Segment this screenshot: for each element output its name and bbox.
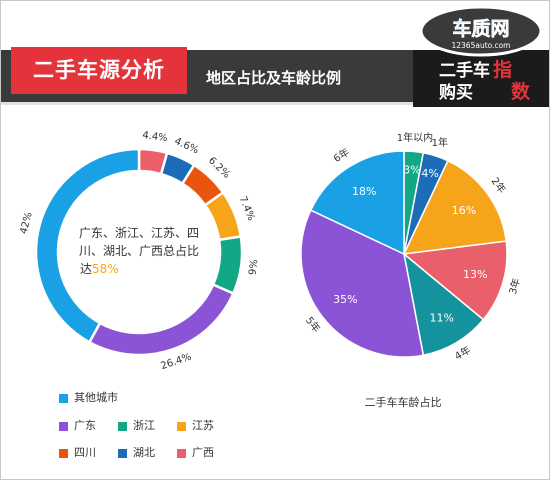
pie-category-label-1: 1年: [432, 136, 448, 149]
pie-category-label-4: 4年: [452, 343, 473, 363]
pie-chart-title: 二手车车龄占比: [364, 396, 442, 409]
pie-value-label-0: 3%: [403, 163, 420, 176]
pie-slice-6: [309, 150, 405, 256]
donut-label-0: 4.4%: [142, 130, 169, 144]
legend-swatch-0: [59, 394, 68, 403]
pie-category-label-3: 3年: [506, 276, 523, 295]
pie-slice-2: [402, 159, 508, 255]
donut-center-text: 广东、浙江、江苏、四 川、湖北、广西总占比 达58%: [79, 226, 199, 276]
legend-label-1: 广东: [74, 419, 96, 432]
donut-label-3: 7.4%: [237, 195, 257, 223]
legend-swatch-4: [59, 449, 68, 458]
legend-swatch-2: [118, 422, 127, 431]
brand-badge: [419, 5, 543, 57]
pie-category-label-2: 2年: [489, 175, 509, 196]
car-age-pie-chart: 3% 1年以内 4% 1年 16% 2年 13% 3年 11% 4年 35% 5年 18% 6年: [300, 131, 523, 363]
page-title: 二手车源分析: [33, 58, 165, 82]
legend-label-2: 浙江: [133, 419, 155, 432]
pie-slice-5: [300, 209, 425, 358]
column-line1: 二手车: [439, 60, 490, 81]
pie-category-label-6: 6年: [331, 145, 352, 165]
donut-label-1: 4.6%: [173, 136, 201, 156]
donut-slice-4: [211, 235, 244, 296]
donut-label-6: 42%: [19, 211, 35, 235]
pie-category-label-5: 5年: [303, 314, 323, 335]
center-text-highlight: 58%: [92, 262, 119, 276]
pie-value-label-5: 35%: [333, 293, 357, 306]
donut-label-5: 26.4%: [159, 352, 193, 373]
column-badge1: 指: [493, 59, 512, 81]
pie-value-label-1: 4%: [421, 167, 438, 180]
legend-swatch-1: [59, 422, 68, 431]
brand-url: 12365auto.com: [451, 41, 510, 50]
legend-swatch-6: [177, 449, 186, 458]
legend-swatch-5: [118, 449, 127, 458]
pie-slice-3: [402, 240, 508, 321]
legend-swatch-3: [177, 422, 186, 431]
pie-value-label-3: 13%: [463, 268, 487, 281]
pie-value-label-6: 18%: [352, 185, 376, 198]
pie-value-label-4: 11%: [430, 311, 454, 324]
center-text-line1: 广东、浙江、江苏、四: [79, 226, 199, 240]
column-badge2: 数: [511, 80, 531, 103]
header-shadow: [1, 102, 549, 105]
donut-slice-5: [87, 282, 235, 357]
legend-label-5: 湖北: [133, 446, 155, 459]
pie-category-label-0: 1年以内: [397, 131, 433, 144]
brand-name: 车质网: [452, 17, 509, 40]
brand-logo: 车质网 12365auto.com 二手车 购买 指 数: [413, 1, 549, 107]
donut-label-4: 9%: [247, 259, 260, 276]
legend-label-0: 其他城市: [74, 391, 118, 404]
page-subtitle: 地区占比及车龄比例: [206, 69, 342, 87]
title-tab: [11, 47, 187, 94]
center-text-line2: 川、湖北、广西总占比: [79, 243, 199, 258]
svg-text:达58%: 达58%: [80, 262, 119, 276]
pie-slice-4: [402, 252, 485, 357]
column-line2: 购买: [439, 82, 473, 103]
center-text-prefix: 达: [80, 262, 92, 276]
legend-label-6: 广西: [192, 446, 214, 459]
legend-label-4: 四川: [74, 446, 96, 459]
pie-value-label-2: 16%: [452, 204, 476, 217]
legend-label-3: 江苏: [192, 419, 214, 432]
donut-slice-6: [34, 147, 141, 344]
